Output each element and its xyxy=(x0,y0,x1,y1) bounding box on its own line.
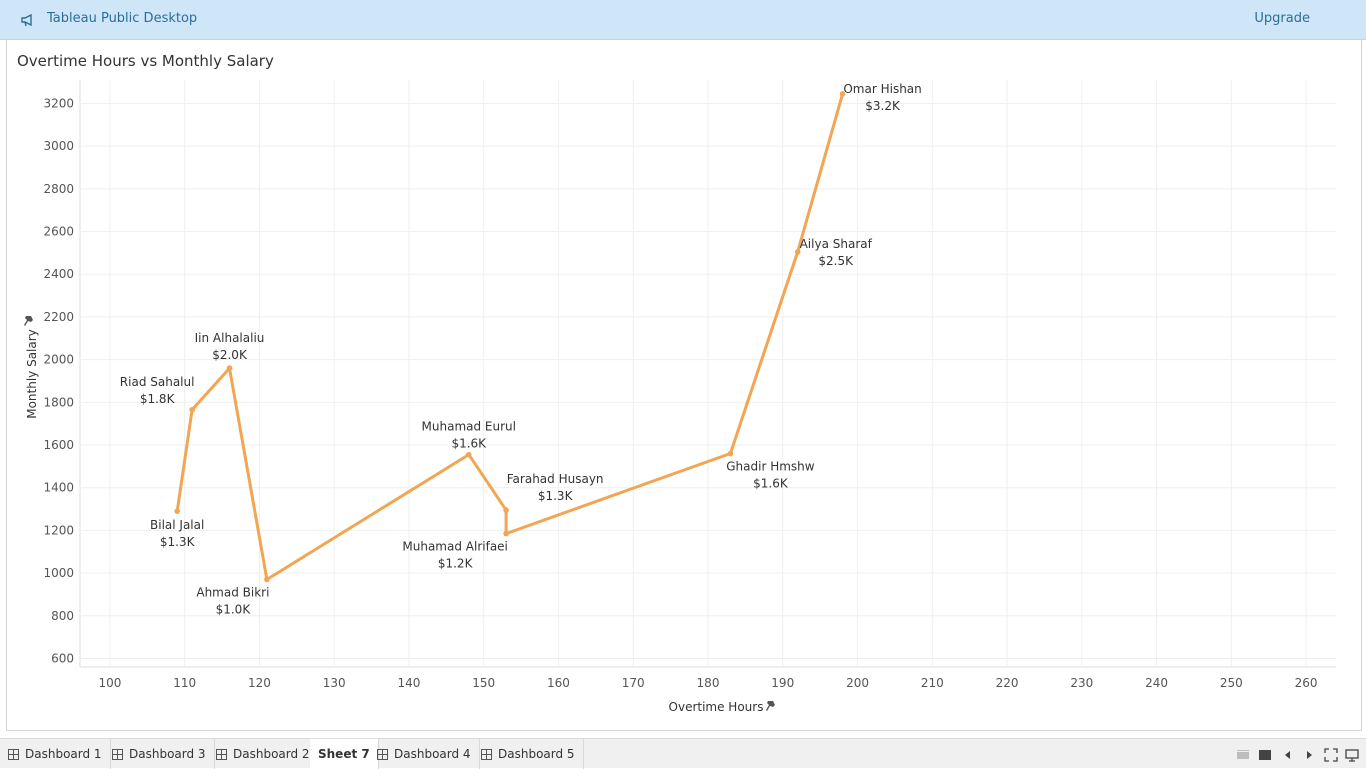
next-arrow-icon[interactable] xyxy=(1302,748,1316,762)
data-point[interactable] xyxy=(839,91,846,97)
single-sheet-icon[interactable] xyxy=(1258,748,1272,762)
top-bar: Tableau Public Desktop Upgrade xyxy=(0,0,1366,40)
x-axis-title: Overtime Hours xyxy=(669,700,764,714)
x-tick-label: 210 xyxy=(921,676,944,690)
y-tick-label: 1000 xyxy=(43,566,74,580)
data-label-value: $2.0K xyxy=(212,348,248,362)
presentation-icon[interactable] xyxy=(1345,748,1359,762)
x-tick-label: 120 xyxy=(248,676,271,690)
data-point[interactable] xyxy=(264,576,270,583)
data-label-value: $3.2K xyxy=(865,99,901,113)
y-tick-label: 600 xyxy=(51,651,74,665)
film-strip-icon[interactable] xyxy=(1236,748,1250,762)
data-label-name: Omar Hishan xyxy=(843,82,921,96)
data-label-name: Ailya Sharaf xyxy=(800,237,873,251)
y-tick-label: 2000 xyxy=(43,353,74,367)
dashboard-grid-icon xyxy=(112,748,123,760)
data-label-name: Muhamad Alrifaei xyxy=(402,540,508,554)
tab-label: Dashboard 3 xyxy=(129,747,206,761)
x-tick-label: 150 xyxy=(472,676,495,690)
data-point[interactable] xyxy=(174,508,180,514)
x-tick-label: 190 xyxy=(771,676,794,690)
x-tick-label: 140 xyxy=(397,676,420,690)
tab-dashboard-2[interactable]: Dashboard 2 xyxy=(208,739,319,769)
dashboard-grid-icon xyxy=(8,748,19,760)
tab-label: Sheet 7 xyxy=(318,747,370,761)
y-tick-label: 800 xyxy=(51,609,74,623)
data-label-name: Muhamad Eurul xyxy=(422,420,516,434)
tab-label: Dashboard 4 xyxy=(394,747,471,761)
data-point[interactable] xyxy=(226,365,233,371)
data-label-name: Bilal Jalal xyxy=(150,518,204,532)
y-tick-label: 1200 xyxy=(43,523,74,537)
pin-icon[interactable] xyxy=(766,701,775,711)
tab-label: Dashboard 1 xyxy=(25,747,102,761)
data-point[interactable] xyxy=(794,249,801,255)
data-label-value: $1.3K xyxy=(160,535,196,549)
x-tick-label: 100 xyxy=(98,676,121,690)
y-tick-label: 2800 xyxy=(43,182,74,196)
x-tick-label: 200 xyxy=(846,676,869,690)
pin-icon[interactable] xyxy=(24,316,33,326)
x-tick-label: 170 xyxy=(622,676,645,690)
tab-dashboard-1[interactable]: Dashboard 1 xyxy=(0,739,111,769)
dashboard-grid-icon xyxy=(377,748,388,760)
data-label-name: Riad Sahalul xyxy=(120,375,195,389)
x-tick-label: 260 xyxy=(1295,676,1318,690)
y-tick-label: 1400 xyxy=(43,481,74,495)
tab-dashboard-5[interactable]: Dashboard 5 xyxy=(473,739,584,769)
tab-sheet-7[interactable]: Sheet 7 xyxy=(310,739,379,769)
upgrade-link[interactable]: Upgrade xyxy=(1254,11,1310,26)
prev-arrow-icon[interactable] xyxy=(1281,748,1295,762)
y-tick-label: 1800 xyxy=(43,395,74,409)
megaphone-icon xyxy=(21,13,32,27)
y-tick-label: 2200 xyxy=(43,310,74,324)
tab-label: Dashboard 2 xyxy=(233,747,310,761)
y-tick-label: 3200 xyxy=(43,96,74,110)
x-tick-label: 110 xyxy=(173,676,196,690)
data-label-name: Ghadir Hmshw xyxy=(726,460,815,474)
app-title: Tableau Public Desktop xyxy=(47,11,198,26)
fullscreen-icon[interactable] xyxy=(1324,748,1338,762)
sheet-title: Overtime Hours vs Monthly Salary xyxy=(17,52,274,70)
data-label-value: $1.6K xyxy=(753,477,789,491)
x-tick-label: 230 xyxy=(1070,676,1093,690)
data-label-value: $1.8K xyxy=(140,392,176,406)
data-point[interactable] xyxy=(465,451,472,458)
data-label-value: $1.6K xyxy=(451,437,487,451)
dashboard-grid-icon xyxy=(481,748,492,760)
x-tick-label: 220 xyxy=(996,676,1019,690)
x-tick-label: 130 xyxy=(323,676,346,690)
data-point[interactable] xyxy=(503,507,509,513)
y-tick-label: 1600 xyxy=(43,438,74,452)
x-tick-label: 240 xyxy=(1145,676,1168,690)
sheet-tab-bar: Dashboard 1 Dashboard 3 Dashboard 2 Shee… xyxy=(0,738,1366,769)
data-label-value: $1.3K xyxy=(538,489,574,503)
series-line[interactable] xyxy=(175,93,845,581)
scatter-line-chart[interactable]: 100 110 120 130 140 150 160 170 180 190 200 210 220 2… xyxy=(0,0,1366,738)
y-tick-label: 2400 xyxy=(43,267,74,281)
data-label-name: Farahad Husayn xyxy=(507,472,604,486)
dashboard-grid-icon xyxy=(216,748,227,760)
x-tick-label: 250 xyxy=(1220,676,1243,690)
data-label-value: $1.0K xyxy=(216,602,252,616)
data-point[interactable] xyxy=(189,406,195,413)
data-label-value: $2.5K xyxy=(818,254,854,268)
tab-dashboard-3[interactable]: Dashboard 3 xyxy=(104,739,215,769)
data-label-name: Iin Alhalaliu xyxy=(195,331,265,345)
y-tick-label: 2600 xyxy=(43,225,74,239)
y-tick-label: 3000 xyxy=(43,139,74,153)
data-label-name: Ahmad Bikri xyxy=(196,585,269,599)
y-axis-title: Monthly Salary xyxy=(25,329,39,419)
x-tick-label: 160 xyxy=(547,676,570,690)
x-tick-label: 180 xyxy=(697,676,720,690)
data-label-value: $1.2K xyxy=(438,557,474,571)
data-point[interactable] xyxy=(727,450,734,457)
data-point[interactable] xyxy=(503,530,509,537)
tab-dashboard-4[interactable]: Dashboard 4 xyxy=(369,739,480,769)
tab-label: Dashboard 5 xyxy=(498,747,575,761)
